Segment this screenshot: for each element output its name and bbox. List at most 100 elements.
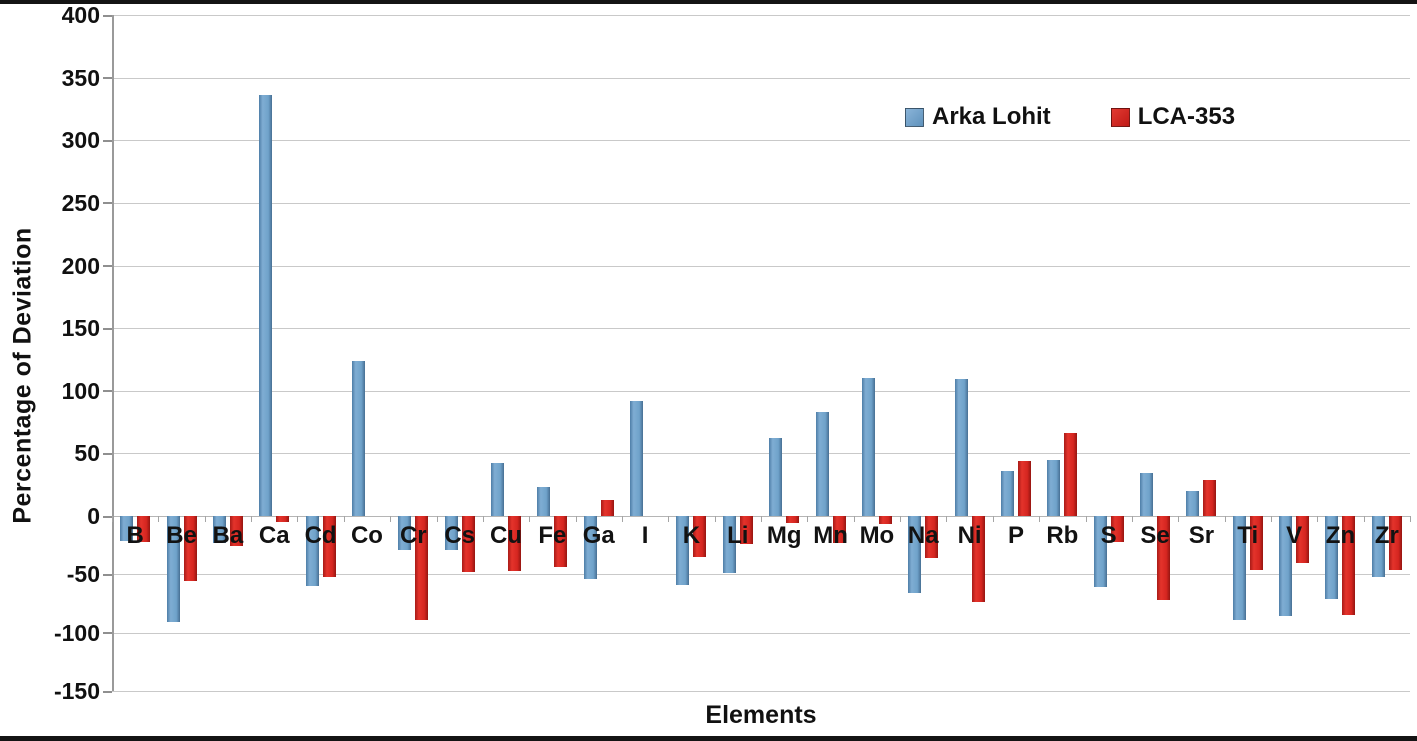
bar-arka-lohit-i [630,400,644,516]
bar-lca-353-p [1017,460,1031,516]
y-tick-mark--50 [103,573,112,576]
x-axis-group-tick [390,516,392,522]
bar-arka-lohit-cs [444,516,458,550]
bar-arka-lohit-mg [769,438,783,516]
x-axis-group-tick [112,516,113,522]
bar-arka-lohit-v [1279,516,1293,617]
bar-arka-lohit-co [351,360,365,516]
x-axis-group-tick [1039,516,1041,522]
bar-lca-353-ga [600,499,614,516]
x-axis-group-tick [761,516,762,522]
x-category-label-cd: Cd [304,522,337,549]
y-tick-label--50: -50 [66,561,100,588]
gridline--50 [112,574,1410,576]
x-axis-title: Elements [705,701,817,729]
bar-lca-353-cs [461,516,475,572]
bar-arka-lohit-sr [1186,490,1200,516]
legend-item-lca-353: LCA-353 [1110,103,1236,131]
x-axis-group-tick [807,516,809,522]
y-tick-label-0: 0 [87,503,100,529]
x-category-label-ba: Ba [212,522,244,549]
y-tick-mark-0 [103,515,112,518]
y-tick-label--150: -150 [53,678,100,704]
y-tick-label-100: 100 [61,377,100,404]
chart-legend: Arka Lohit LCA-353 [905,103,1235,131]
bar-arka-lohit-p [1000,470,1014,516]
x-axis-group-tick [575,516,577,522]
figure-top-border [0,0,1417,4]
x-axis-group-tick [1363,516,1365,522]
bar-arka-lohit-ni [954,379,968,516]
y-tick-mark-150 [103,327,112,330]
y-tick-mark-200 [103,265,112,267]
gridline--100 [112,632,1410,634]
x-category-label-ti: Ti [1237,522,1259,549]
x-category-label-ca: Ca [258,522,290,549]
x-axis-group-tick [529,516,531,522]
bar-arka-lohit-s [1093,516,1107,588]
bar-arka-lohit-zr [1371,516,1385,577]
gridline-300 [112,140,1410,142]
x-axis-group-tick [1224,516,1226,522]
x-category-label-co: Co [350,522,383,549]
x-category-label-sr: Sr [1188,522,1215,549]
bar-lca-353-fe [554,516,568,568]
x-axis-group-tick [1410,516,1411,522]
gridline-350 [112,77,1410,79]
bar-lca-353-sr [1203,479,1217,516]
x-axis-group-tick [297,516,299,522]
x-category-label-na: Na [907,522,939,549]
figure-bottom-border [0,736,1417,741]
bar-lca-353-mo [878,516,892,525]
x-category-label-mn: Mn [813,522,848,549]
y-tick-label-50: 50 [74,440,100,467]
bar-arka-lohit-ti [1232,516,1246,620]
bar-lca-353-ti [1249,516,1263,570]
bar-arka-lohit-b [120,516,134,541]
y-tick-mark-400 [103,14,112,17]
x-category-label-li: Li [727,522,749,549]
bar-lca-353-ca [276,516,290,522]
x-category-label-zn: Zn [1325,522,1356,549]
gridline-250 [112,202,1410,204]
bar-arka-lohit-be [166,516,180,623]
x-category-label-fe: Fe [538,522,567,549]
x-axis-group-tick [1270,516,1272,522]
x-axis-group-tick [251,516,253,522]
x-category-label-ni: Ni [957,522,982,549]
x-axis-group-tick [158,516,160,522]
bar-lca-353-mn [832,516,846,543]
x-category-label-mg: Mg [766,522,802,549]
bar-lca-353-cu [508,516,522,571]
bar-arka-lohit-cd [305,516,319,586]
bar-lca-353-zn [1342,516,1356,616]
gridline-200 [112,265,1410,267]
x-axis-group-tick [668,516,670,522]
x-category-label-cr: Cr [399,522,427,549]
bar-lca-353-ni [971,516,985,603]
bar-arka-lohit-zn [1325,516,1339,599]
y-tick-mark--150 [103,690,112,693]
y-tick-label-150: 150 [61,315,100,342]
y-tick-mark-250 [103,202,112,205]
y-tick-mark-350 [103,77,112,80]
bar-lca-353-se [1157,516,1171,600]
bar-lca-353-li [739,516,753,544]
y-tick-mark--100 [103,632,112,635]
bar-arka-lohit-ba [212,516,226,543]
x-axis-group-tick [621,516,623,522]
x-category-label-mo: Mo [859,522,895,549]
bar-lca-353-cr [415,516,429,620]
x-axis-group-tick [1131,516,1133,522]
y-tick-label-250: 250 [61,189,100,216]
bar-arka-lohit-cu [491,463,505,516]
bar-arka-lohit-li [722,516,736,574]
y-tick-label-300: 300 [61,127,100,154]
x-category-label-k: K [682,522,701,549]
legend-label: LCA-353 [1137,103,1236,130]
x-axis-group-tick [343,516,345,522]
x-category-label-se: Se [1140,522,1170,549]
bar-arka-lohit-k [676,516,690,585]
x-category-label-cu: Cu [490,522,523,549]
